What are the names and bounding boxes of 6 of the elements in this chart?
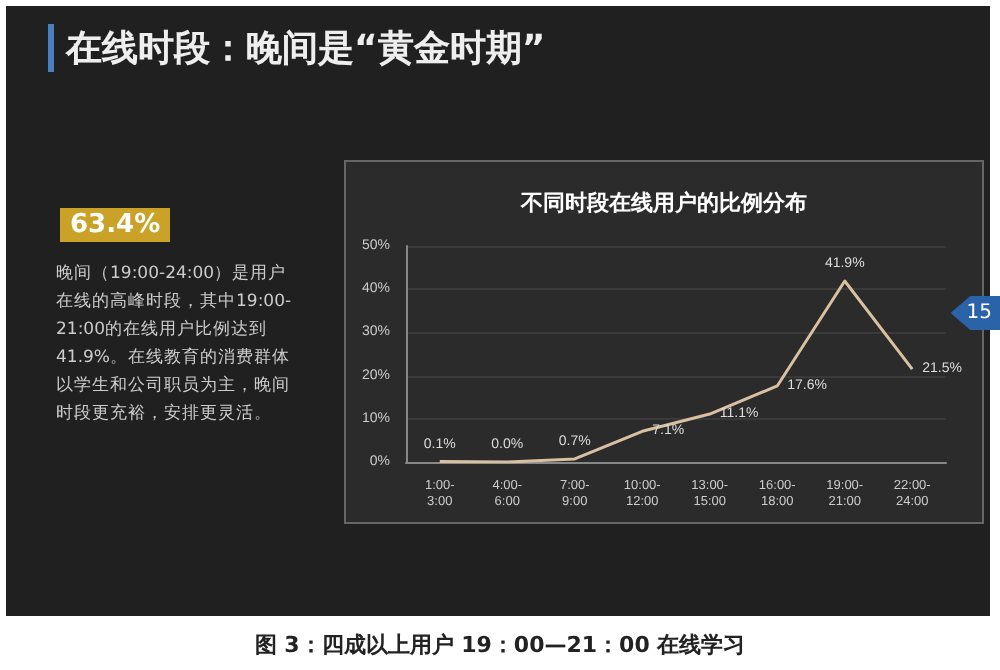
text: 晚间（19:00-24:00）是用户在线的高峰时段，其中19:00-21:00的在线用户比例达到41.9%。在线教育的消费群体以学生和公司职员为主，晚间时段更充裕，安排更灵活。 (56, 262, 292, 428)
caption: 图 3：四成以上用户 19：00—21：00 在线学习 (252, 630, 748, 660)
text: 在线时段：晚间是“黄金时期” (48, 24, 546, 72)
text: 63.4% (60, 208, 171, 242)
chart-title: 不同时段在线用户的比例分布 (519, 190, 807, 216)
text: 15 (950, 296, 1000, 330)
